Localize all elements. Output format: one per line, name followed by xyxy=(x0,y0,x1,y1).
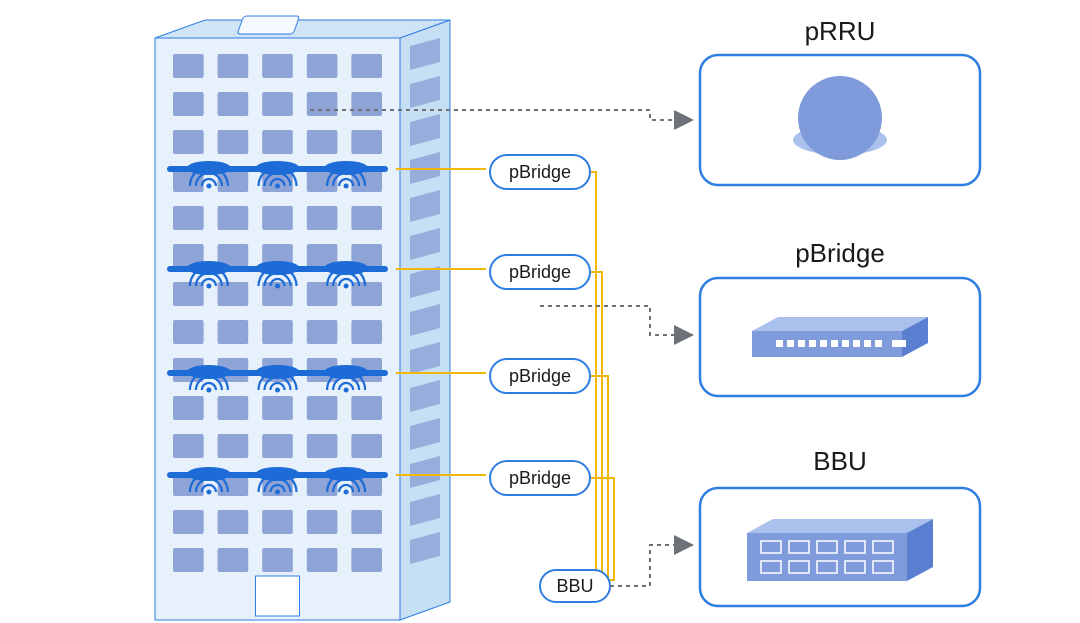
pbridge-pill-label: pBridge xyxy=(509,468,571,488)
building-window xyxy=(351,434,382,458)
prru-dome-icon xyxy=(798,76,882,160)
building-window xyxy=(351,206,382,230)
building-window xyxy=(173,206,204,230)
building-window xyxy=(173,130,204,154)
building-window xyxy=(218,320,249,344)
prru-card: pRRU xyxy=(700,16,980,185)
building-window xyxy=(218,206,249,230)
building-window xyxy=(351,396,382,420)
building-window xyxy=(262,396,293,420)
building-window xyxy=(262,320,293,344)
bbu-pill-label: BBU xyxy=(556,576,593,596)
building-window xyxy=(173,282,204,306)
pbridge-title: pBridge xyxy=(795,238,885,268)
pbridge-pill-label: pBridge xyxy=(509,366,571,386)
building-window xyxy=(218,434,249,458)
building-window xyxy=(351,282,382,306)
pbridge-pill-label: pBridge xyxy=(509,162,571,182)
building-window xyxy=(218,54,249,78)
dotted-arrow xyxy=(540,306,690,335)
building-window xyxy=(218,548,249,572)
pbridge-pill: pBridge xyxy=(490,155,590,189)
building-window xyxy=(262,548,293,572)
pbridge-card: pBridge xyxy=(700,238,980,396)
building-window xyxy=(173,92,204,116)
building-window xyxy=(173,396,204,420)
bbu-title: BBU xyxy=(813,446,866,476)
pbridge-pill: pBridge xyxy=(490,359,590,393)
building-window xyxy=(307,92,338,116)
bbu-pill: BBU xyxy=(540,570,610,602)
pbridge-pill: pBridge xyxy=(490,461,590,495)
building-window xyxy=(307,54,338,78)
building-window xyxy=(351,130,382,154)
building-window xyxy=(173,510,204,534)
building-window xyxy=(218,510,249,534)
building-window xyxy=(307,510,338,534)
building xyxy=(155,16,450,620)
pbridge-pill-label: pBridge xyxy=(509,262,571,282)
pbridge-top-icon xyxy=(752,317,928,331)
building-window xyxy=(351,92,382,116)
building-window xyxy=(262,130,293,154)
bbu-top-icon xyxy=(747,519,933,533)
building-window xyxy=(173,434,204,458)
building-window xyxy=(351,510,382,534)
building-window xyxy=(262,510,293,534)
building-window xyxy=(262,206,293,230)
building-window xyxy=(307,434,338,458)
building-window xyxy=(351,54,382,78)
building-window xyxy=(173,548,204,572)
dotted-arrow xyxy=(610,545,690,586)
building-window xyxy=(351,548,382,572)
building-window xyxy=(218,130,249,154)
building-window xyxy=(307,548,338,572)
building-window xyxy=(307,206,338,230)
bbu-card: BBU xyxy=(700,446,980,606)
building-window xyxy=(307,396,338,420)
prru-title: pRRU xyxy=(805,16,876,46)
building-window xyxy=(173,54,204,78)
building-window xyxy=(307,320,338,344)
building-window xyxy=(351,320,382,344)
building-window xyxy=(262,54,293,78)
building-window xyxy=(262,92,293,116)
bbu-front-icon xyxy=(747,533,907,581)
building-window xyxy=(218,396,249,420)
building-window xyxy=(218,92,249,116)
building-window xyxy=(307,130,338,154)
pbridge-pill: pBridge xyxy=(490,255,590,289)
building-window xyxy=(173,320,204,344)
building-window xyxy=(262,434,293,458)
